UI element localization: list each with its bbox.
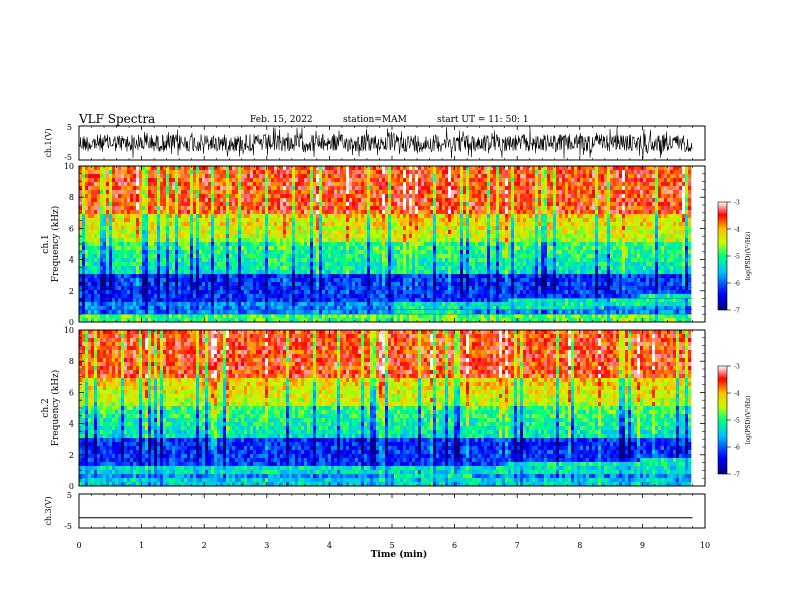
- waveform-ch1-trace: [78, 127, 693, 159]
- freq-tick-label: 10: [64, 326, 74, 335]
- colorbar-ch2-ticks: -3 -4 -5 -6 -7: [727, 364, 740, 479]
- wave3-ytick-top: 5: [67, 491, 72, 500]
- waveform-ch3-panel: 5 -5 ch.3(V): [44, 491, 706, 531]
- spec1-ylabel-ch: ch.1: [41, 234, 51, 253]
- time-tick-label: 0: [76, 541, 81, 550]
- freq-tick-label: 8: [69, 193, 74, 202]
- freq-tick-label: 0: [69, 482, 74, 491]
- colorbar-tick-label: -6: [734, 281, 740, 288]
- spec2-ylabel-ch: ch.2: [41, 398, 51, 417]
- colorbar-ch1-ticks: -3 -4 -5 -6 -7: [727, 200, 740, 315]
- freq-tick-label: 0: [69, 318, 74, 327]
- spectrogram-ch2-image: [79, 330, 692, 487]
- wave3-ytick-bottom: -5: [64, 522, 72, 531]
- colorbar-tick-label: -7: [734, 308, 740, 315]
- colorbar-tick-label: -4: [734, 227, 740, 234]
- colorbar-ch2-label: log(PSD)(V²/Hz): [745, 396, 752, 445]
- colorbar-ch2: -3 -4 -5 -6 -7 log(PSD)(V²/Hz): [717, 364, 752, 479]
- figure-title: VLF Spectra: [79, 112, 156, 126]
- colorbar-ch1-label: log(PSD)(V²/Hz): [745, 232, 752, 281]
- freq-tick-label: 10: [64, 162, 74, 171]
- start-ut-label: start UT = 11: 50: 1: [437, 115, 529, 125]
- time-tick-label: 5: [389, 541, 394, 550]
- station-label: station=MAM: [343, 115, 407, 125]
- x-axis-label: Time (min): [371, 549, 428, 560]
- colorbar-tick-label: -7: [734, 472, 740, 479]
- freq-tick-label: 6: [69, 388, 74, 397]
- freq-tick-label: 6: [69, 224, 74, 233]
- time-tick-label: 7: [515, 541, 520, 550]
- colorbar-tick-label: -5: [734, 254, 740, 261]
- wave1-ytick-bottom: -5: [64, 153, 72, 162]
- time-tick-label: 3: [264, 541, 269, 550]
- spectrogram-ch1-image: [79, 166, 693, 323]
- colorbar-tick-label: -3: [734, 364, 740, 371]
- freq-tick-label: 2: [69, 287, 74, 296]
- time-tick-label: 2: [202, 541, 207, 550]
- wave1-ytick-top: 5: [67, 123, 72, 132]
- waveform-ch1-panel: 5 -5 ch.1(V): [44, 123, 706, 162]
- colorbar-tick-label: -5: [734, 418, 740, 425]
- wave3-ylabel: ch.3(V): [44, 496, 53, 525]
- freq-tick-label: 4: [69, 420, 74, 429]
- colorbar-ch2-gradient: [717, 365, 728, 475]
- time-tick-label: 4: [327, 541, 332, 550]
- colorbar-tick-label: -3: [734, 200, 740, 207]
- spectrogram-ch1-panel: 10 8 6 4 2 0 ch.1 Frequency (kHz): [41, 162, 706, 327]
- colorbar-ch1: -3 -4 -5 -6 -7 log(PSD)(V²/Hz): [717, 200, 752, 315]
- freq-tick-label: 8: [69, 357, 74, 366]
- spec1-ylabel: Frequency (kHz): [50, 206, 61, 283]
- spectrogram-ch2-yticks: 10 8 6 4 2 0: [64, 326, 705, 491]
- freq-tick-label: 2: [69, 451, 74, 460]
- spec2-ylabel: Frequency (kHz): [50, 370, 61, 447]
- spectrogram-ch2-panel: 10 8 6 4 2 0 ch.2 Frequency (kHz): [41, 326, 706, 491]
- time-tick-label: 8: [577, 541, 582, 550]
- date-label: Feb. 15, 2022: [250, 115, 313, 125]
- colorbar-tick-label: -4: [734, 391, 740, 398]
- time-tick-label: 10: [700, 541, 710, 550]
- time-tick-label: 1: [139, 541, 144, 550]
- colorbar-ch1-gradient: [717, 201, 728, 311]
- waveform-ch1-path: [78, 127, 693, 159]
- spectrogram-ch1-yticks: 10 8 6 4 2 0: [64, 162, 705, 327]
- time-tick-label: 6: [452, 541, 457, 550]
- x-axis-ticks: 0 1 2 3 4 5 6 7 8 9 10: [76, 126, 710, 550]
- wave1-ylabel: ch.1(V): [44, 128, 53, 157]
- colorbar-tick-label: -6: [734, 445, 740, 452]
- freq-tick-label: 4: [69, 256, 74, 265]
- time-tick-label: 9: [640, 541, 645, 550]
- waveform-ch3-frame: [78, 493, 706, 529]
